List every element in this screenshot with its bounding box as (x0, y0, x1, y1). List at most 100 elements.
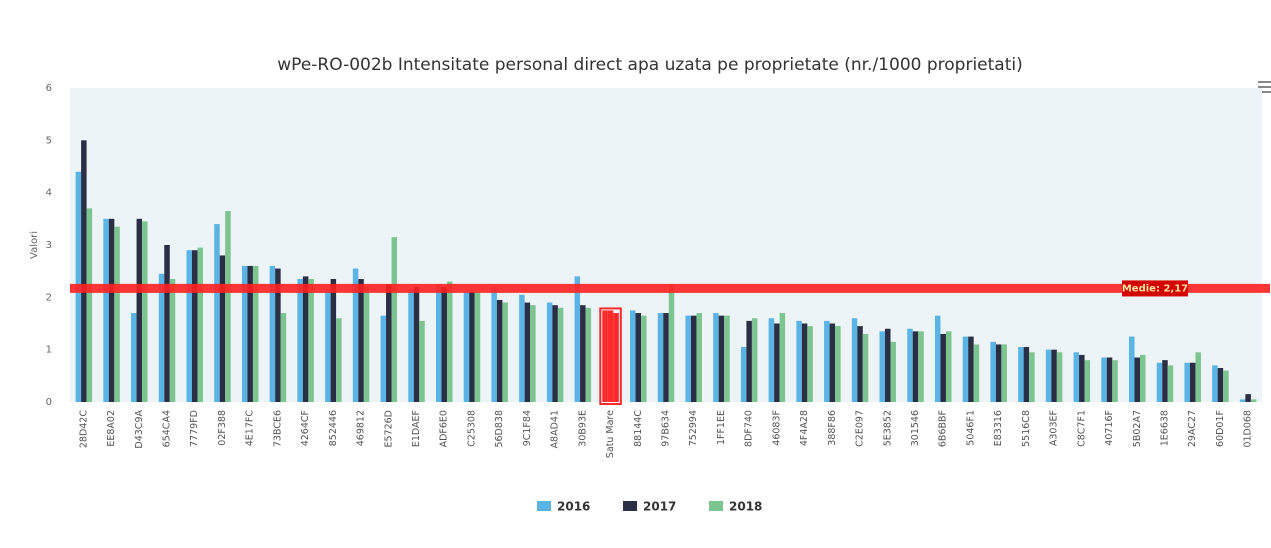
bar (441, 286, 447, 402)
bar (524, 302, 531, 402)
y-axis-title: Valori (29, 231, 40, 259)
x-tick-label: E1DAEF (411, 410, 422, 447)
bar (530, 305, 536, 402)
x-tick-label: C8C7F1 (1076, 410, 1087, 447)
x-tick-label: Satu Mare (605, 410, 616, 458)
bar (995, 344, 1002, 402)
bar (1129, 336, 1135, 402)
x-tick-label: 28D42C (78, 410, 89, 448)
bar (219, 255, 226, 402)
bar (131, 313, 137, 402)
bar (108, 218, 115, 402)
bar (857, 326, 863, 402)
x-tick-label: 852446 (328, 410, 339, 446)
bar (945, 331, 952, 402)
bar (1250, 399, 1257, 402)
x-tick-label: 60D01F (1215, 410, 1226, 447)
bar (391, 237, 398, 402)
bar (252, 265, 259, 402)
bar (718, 315, 725, 402)
y-tick-label: 5 (46, 135, 52, 146)
bar (685, 315, 691, 402)
bar (1156, 362, 1163, 402)
bar (463, 292, 470, 402)
bar (663, 313, 669, 402)
bar (696, 313, 702, 402)
bar (280, 313, 287, 402)
bar (1167, 365, 1174, 402)
bar (657, 313, 664, 402)
bar (169, 279, 176, 402)
bar (574, 276, 581, 402)
bar (496, 299, 503, 402)
bar (435, 284, 442, 402)
bar (835, 326, 841, 402)
bar (81, 140, 87, 403)
x-tick-label: ADF6E0 (439, 410, 450, 447)
bar (1045, 349, 1052, 402)
bar (1184, 362, 1190, 402)
bar (690, 315, 697, 402)
bar (386, 284, 392, 402)
bar (1073, 352, 1080, 402)
bar (1140, 354, 1146, 402)
x-tick-label: E5726D (383, 410, 394, 448)
bar (801, 323, 808, 402)
y-tick-label: 1 (46, 345, 52, 356)
bar (419, 320, 425, 402)
bar (796, 320, 802, 402)
bar (519, 294, 525, 402)
legend-swatch (623, 501, 637, 511)
bar (358, 279, 364, 402)
bar (413, 286, 420, 402)
x-tick-label: 73BCE6 (272, 410, 283, 447)
bar (1112, 360, 1118, 402)
x-tick-label: 5046F1 (965, 410, 976, 446)
bar (1223, 370, 1229, 402)
bar (247, 265, 253, 402)
x-tick-label: C25308 (466, 410, 477, 447)
bar (1056, 352, 1063, 402)
bar (740, 347, 747, 402)
bar (1079, 354, 1085, 402)
bar (136, 218, 143, 402)
bar (164, 245, 170, 402)
x-tick-label: 388F86 (827, 410, 838, 446)
bar (197, 247, 203, 402)
bar (557, 307, 564, 402)
bar (774, 323, 780, 402)
x-tick-label: 88144C (633, 410, 644, 447)
x-tick-label: 5516C8 (1021, 410, 1032, 447)
bar (297, 279, 303, 402)
bar (1134, 357, 1141, 402)
bar (103, 218, 109, 402)
bar (602, 310, 608, 402)
bar (1029, 352, 1035, 402)
chart-title: wPe-RO-002b Intensitate personal direct … (277, 55, 1022, 75)
legend-label: 2016 (557, 500, 590, 514)
y-tick-label: 3 (46, 240, 52, 251)
bar (1106, 357, 1113, 402)
x-tick-label: 4E17FC (245, 410, 256, 447)
x-tick-label: A303EF (1049, 410, 1060, 446)
bar (890, 341, 897, 402)
bar (491, 286, 497, 402)
bar (885, 328, 891, 402)
bar (1195, 352, 1201, 402)
bar (879, 331, 886, 402)
bar (352, 268, 359, 402)
x-tick-label: C2E097 (855, 410, 866, 447)
bar (713, 313, 719, 402)
bar (86, 208, 93, 402)
x-tick-label: 301546 (910, 410, 921, 446)
legend-label: 2018 (729, 500, 762, 514)
legend-swatch (709, 501, 723, 511)
bar (363, 286, 370, 402)
bar (408, 289, 414, 402)
bar (330, 279, 337, 402)
bar (580, 305, 586, 402)
x-tick-label: 7779FD (189, 410, 200, 447)
bar (1162, 360, 1168, 402)
x-tick-label: 654CA4 (162, 410, 173, 447)
bar (552, 305, 558, 402)
